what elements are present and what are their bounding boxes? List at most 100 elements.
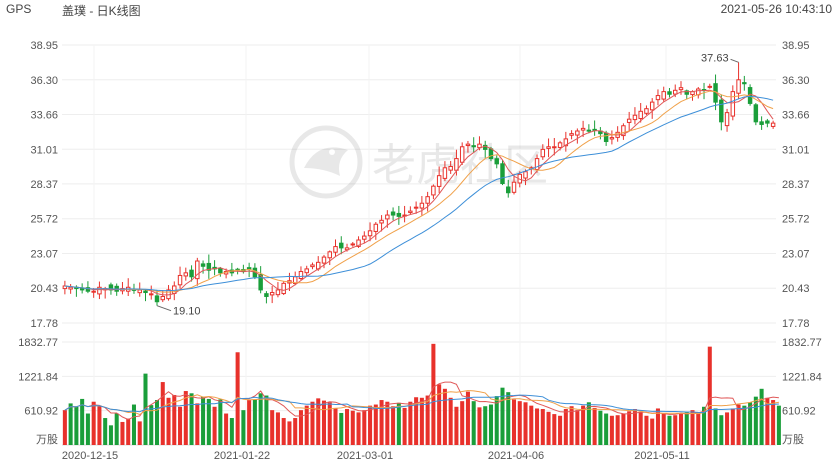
volume-bar-down (776, 405, 781, 445)
candle-up (465, 143, 471, 147)
candle-up (425, 196, 430, 204)
candle-down (246, 267, 252, 270)
high-leader-line (730, 58, 739, 63)
volume-bar-up (581, 405, 586, 445)
candle-up (724, 112, 730, 127)
candle-down (684, 90, 689, 95)
volume-bar-up (425, 395, 430, 445)
volume-bar-down (713, 408, 718, 445)
volume-bar-down (189, 393, 194, 445)
candle-down (390, 211, 396, 216)
candle-up (523, 171, 528, 179)
candle-up (442, 167, 448, 179)
volume-bar-up (408, 401, 413, 445)
volume-bar-up (678, 412, 684, 445)
candle-up (281, 282, 286, 295)
volume-bar-up (270, 410, 275, 445)
price-tick-right: 17.78 (782, 318, 810, 330)
ma5-line (64, 89, 774, 296)
volume-bar-down (748, 402, 753, 445)
volume-bar-down (85, 413, 90, 445)
timestamp: 2021-05-26 10:43:10 (720, 2, 832, 16)
volume-bar-up (632, 409, 637, 445)
date-tick: 2021-03-01 (337, 450, 393, 462)
volume-average-lines (64, 381, 779, 421)
candle-up (310, 264, 315, 268)
volume-bar-up (650, 418, 655, 445)
low-leader-line (156, 305, 172, 312)
candle-up (275, 289, 281, 296)
candle-down (667, 91, 672, 95)
candle-up (540, 148, 546, 158)
volume-bar-up (644, 415, 649, 445)
volume-tick-right: 610.92 (782, 406, 816, 418)
volume-bar-up (690, 410, 695, 445)
volume-bar-up (460, 401, 465, 445)
volume-bar-up (247, 400, 252, 445)
candle-up (678, 87, 684, 91)
volume-bar-down (131, 404, 136, 445)
volume-bar-up (195, 403, 200, 445)
volume-bar-down (598, 410, 603, 445)
volume-bar-up (321, 400, 327, 445)
volume-unit-left: 万股 (36, 433, 58, 446)
volume-bar-down (753, 396, 758, 445)
price-tick-left: 28.37 (30, 179, 58, 191)
volume-bar-up (546, 411, 551, 445)
candle-up (546, 146, 551, 149)
volume-bar-up (765, 397, 770, 445)
price-tick-right: 31.01 (782, 144, 810, 156)
candle-up (770, 122, 776, 127)
candle-down (143, 290, 148, 294)
candle-up (413, 206, 419, 209)
volume-bar-up (212, 406, 217, 445)
price-tick-right: 20.43 (782, 283, 810, 295)
price-tick-left: 17.78 (30, 318, 58, 330)
candle-up (97, 286, 102, 295)
volume-bar-up (771, 400, 776, 445)
low-price-label: 19.10 (173, 306, 201, 318)
candle-down (154, 295, 160, 303)
volume-bar-down (229, 418, 234, 445)
price-tick-right: 36.30 (782, 75, 810, 87)
volume-bar-up (673, 415, 678, 445)
volume-bar-down (103, 418, 108, 445)
candle-up (534, 158, 540, 171)
price-tick-left: 25.72 (30, 214, 58, 226)
candle-down (85, 287, 91, 292)
volume-bar-up (655, 408, 660, 445)
volume-ma10-line (64, 389, 779, 416)
date-tick: 2021-05-11 (634, 450, 689, 462)
volume-bar-up (368, 405, 373, 445)
chart-title: 盖璞 - 日K线图 (62, 4, 141, 18)
volume-bar-down (471, 401, 476, 445)
volume-bar-up (569, 406, 574, 445)
volume-bar-up (293, 418, 298, 445)
candle-down (753, 104, 759, 123)
volume-bar-up (327, 402, 332, 445)
volume-bar-up (696, 413, 701, 445)
candle-up (621, 125, 626, 137)
candle-down (592, 128, 597, 131)
volume-bar-down (604, 413, 609, 445)
volume-bars (62, 343, 781, 445)
volume-bar-up (621, 413, 626, 445)
high-price-label: 37.63 (701, 52, 729, 64)
price-tick-left: 31.01 (30, 144, 58, 156)
volume-tick-left: 1832.77 (18, 337, 58, 349)
price-tick-left: 20.43 (30, 283, 58, 295)
volume-bar-up (419, 397, 424, 445)
volume-tick-right: 1832.77 (782, 337, 822, 349)
volume-bar-up (120, 421, 125, 445)
volume-bar-down (108, 425, 113, 445)
candle-up (327, 251, 332, 259)
volume-bar-down (206, 398, 211, 445)
volume-bar-up (442, 388, 447, 445)
volume-bar-up (62, 410, 67, 445)
candle-down (759, 121, 764, 125)
volume-bar-down (488, 404, 493, 445)
axis-labels: 38.95 38.95 36.30 36.30 33.66 33.66 31.01 31.01… (18, 40, 822, 462)
ma10-line (64, 90, 774, 293)
volume-bar-up (730, 408, 735, 445)
candle-up (149, 293, 154, 296)
